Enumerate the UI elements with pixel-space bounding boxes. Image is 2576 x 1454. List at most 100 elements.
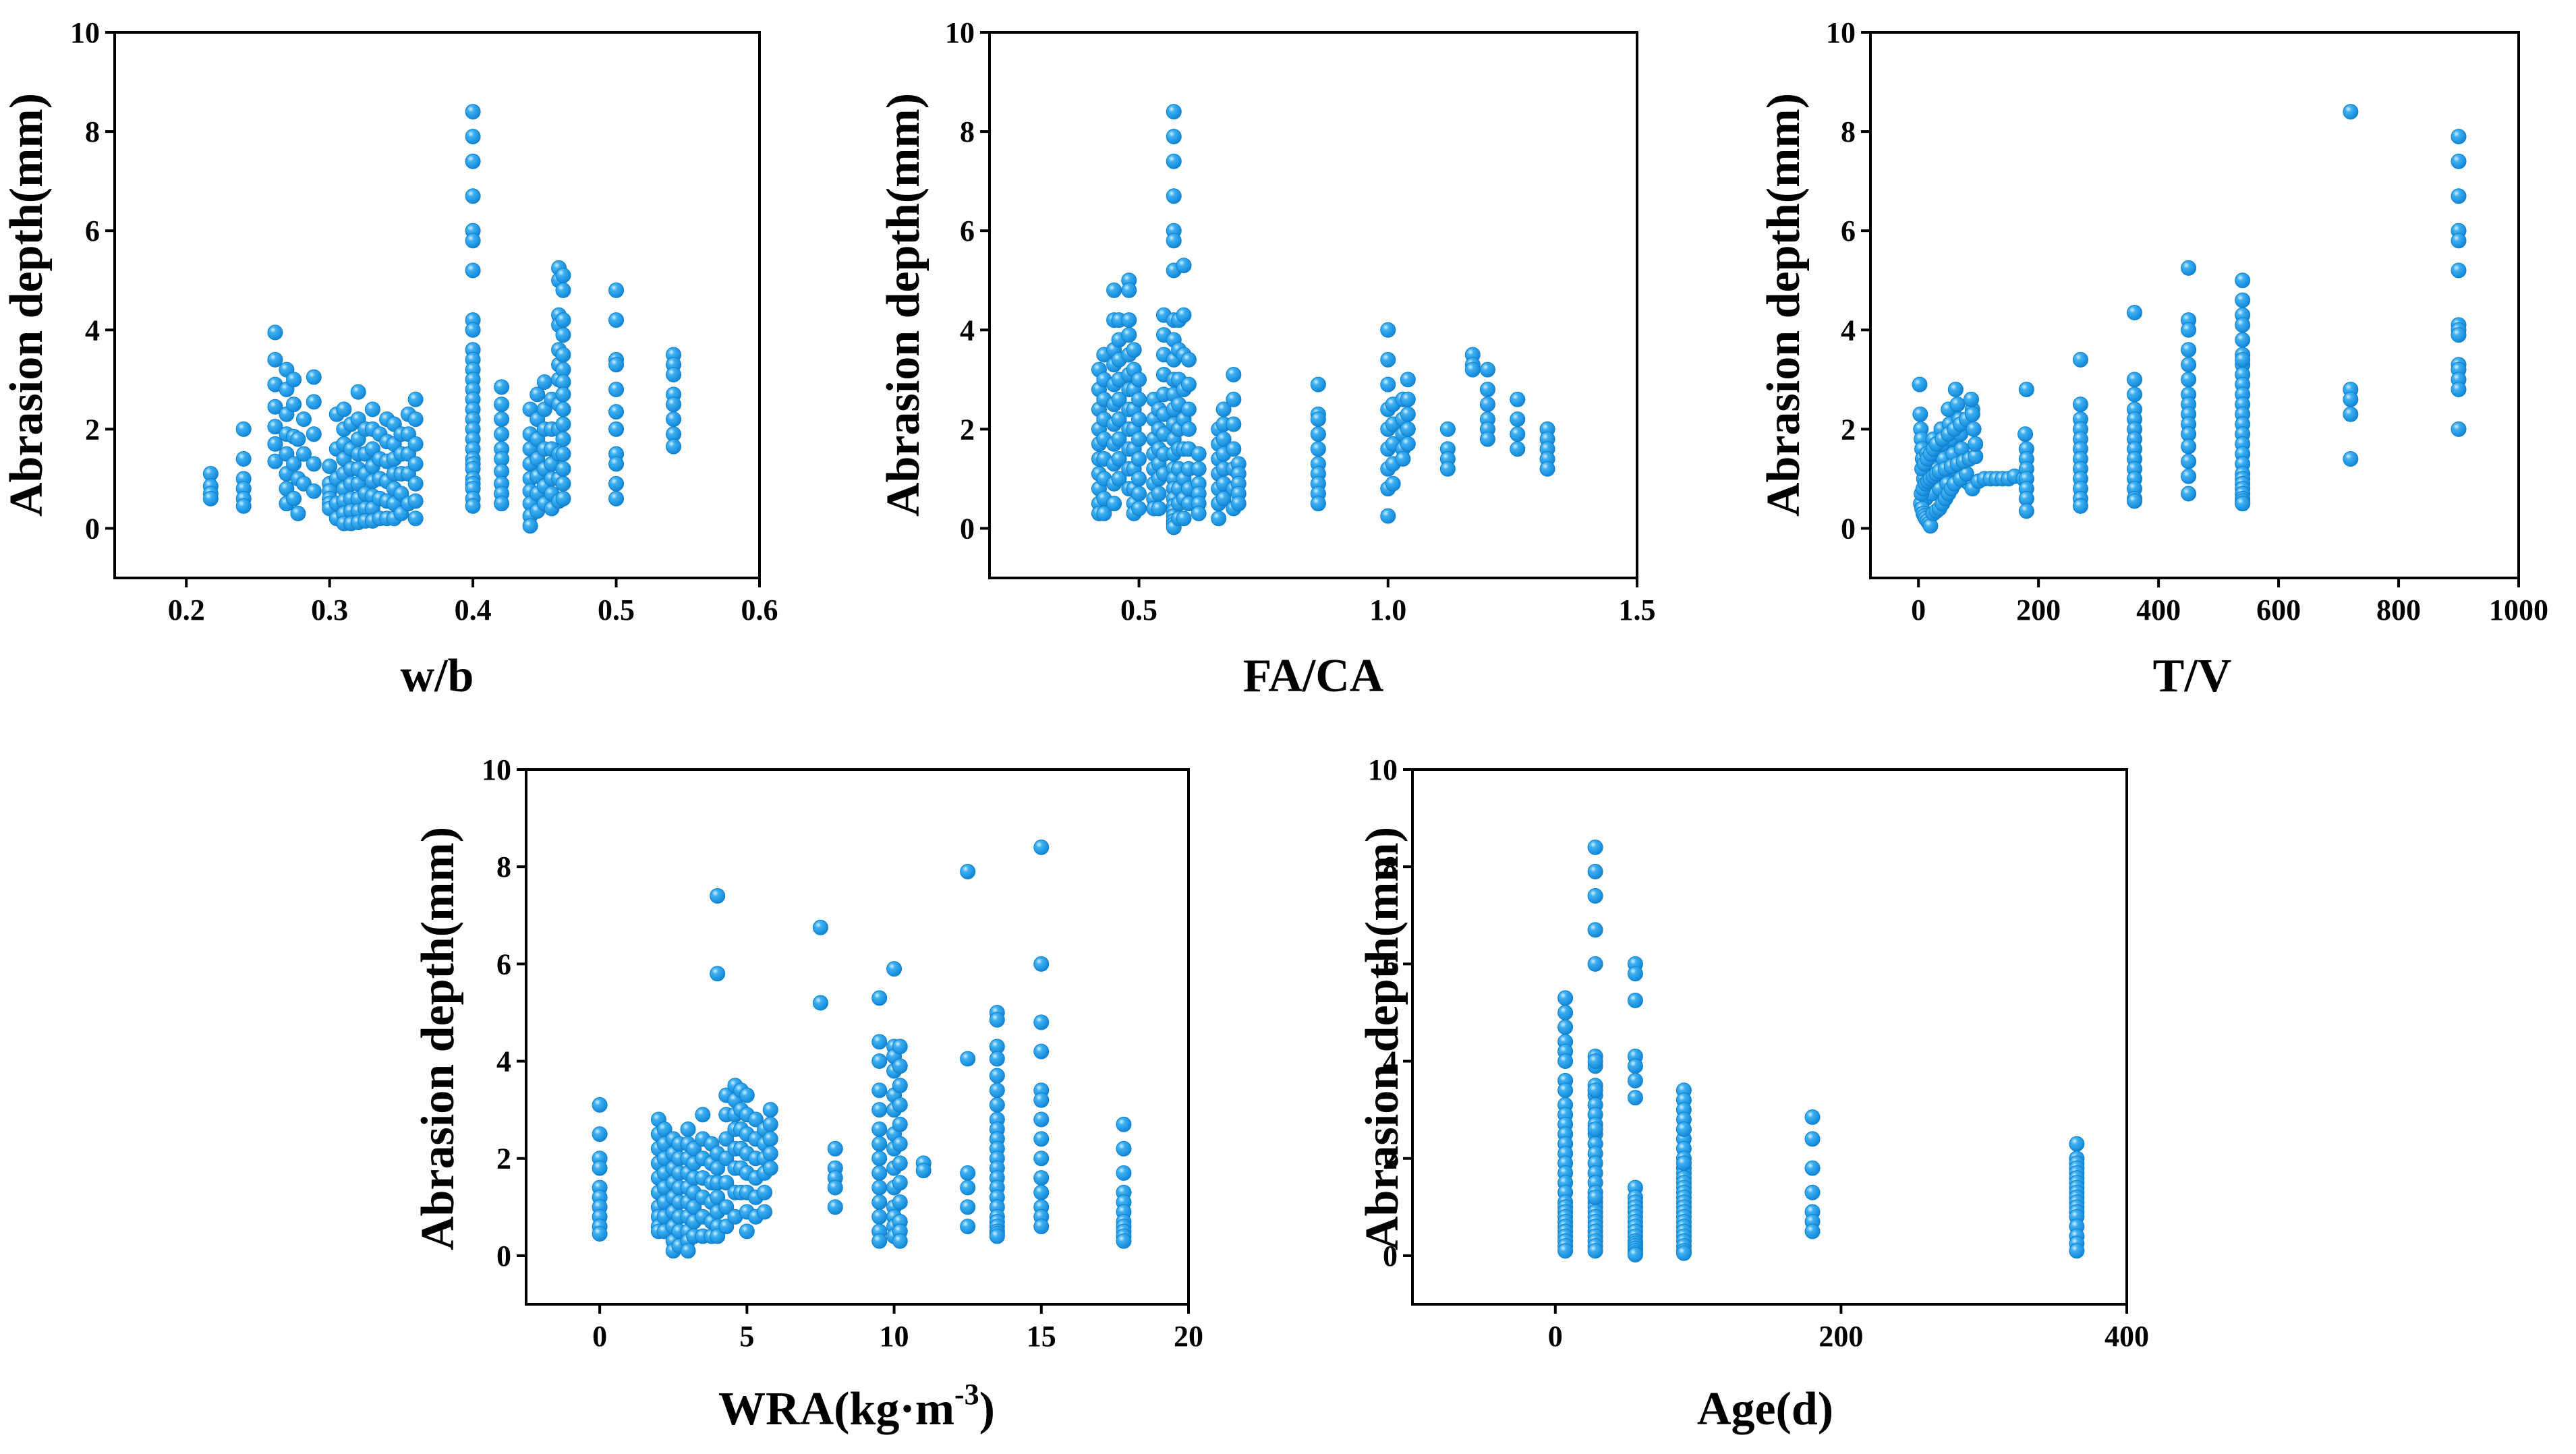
data-point <box>2235 332 2251 348</box>
plot-frame <box>988 31 1638 579</box>
y-tick-label: 8 <box>960 115 975 148</box>
data-point <box>1627 1072 1643 1088</box>
y-tick-label: 8 <box>85 115 100 148</box>
data-point <box>1166 153 1182 169</box>
data-point <box>1116 1116 1132 1132</box>
x-tick-label: 0.6 <box>741 593 778 627</box>
data-point <box>718 1219 735 1235</box>
data-point <box>1587 1189 1603 1205</box>
data-point <box>2235 292 2251 308</box>
data-point <box>1111 471 1127 487</box>
plot-frame <box>113 31 761 579</box>
data-point <box>407 456 424 472</box>
data-point <box>1131 450 1147 467</box>
y-tick-label: 2 <box>1383 1142 1398 1175</box>
data-point <box>2451 327 2467 343</box>
data-point <box>306 456 322 472</box>
data-point <box>608 421 625 437</box>
data-point <box>871 1136 888 1152</box>
data-point <box>666 397 682 413</box>
data-point <box>1439 421 1456 437</box>
data-point <box>2127 305 2143 321</box>
y-tick-label: 2 <box>85 413 100 446</box>
data-point <box>1180 401 1197 417</box>
data-point <box>1033 1131 1050 1147</box>
data-point <box>892 1078 908 1094</box>
data-point <box>1557 1053 1574 1070</box>
data-point <box>494 379 510 395</box>
data-points <box>202 104 682 534</box>
data-point <box>1539 461 1555 477</box>
data-point <box>989 1228 1005 1244</box>
data-point <box>762 1102 778 1118</box>
data-point <box>1400 436 1416 452</box>
data-point <box>522 518 538 534</box>
x-tick-label: 600 <box>2256 593 2301 627</box>
data-point <box>1033 1184 1050 1200</box>
data-point <box>1557 1019 1574 1035</box>
data-point <box>960 1199 976 1215</box>
data-point <box>1121 327 1137 343</box>
data-point <box>1310 441 1326 457</box>
data-point <box>267 419 283 435</box>
x-tick-label: 400 <box>2136 593 2181 627</box>
data-point <box>2451 188 2467 204</box>
data-point <box>915 1163 932 1179</box>
data-point <box>1627 1058 1643 1074</box>
data-point <box>739 1087 755 1103</box>
data-point <box>1587 839 1603 855</box>
data-point <box>1111 391 1127 407</box>
panel-wb: 0 2 4 6 8 10 0.2 0.3 0.4 0.5 0.6 Abrasion depth(m… <box>1 16 778 702</box>
data-point <box>2343 450 2359 467</box>
data-point <box>555 431 571 447</box>
data-point <box>1033 1014 1050 1030</box>
data-point <box>267 351 283 368</box>
data-points <box>1912 104 2467 534</box>
y-tick-label: 6 <box>85 214 100 248</box>
y-tick-label: 0 <box>85 512 100 545</box>
data-point <box>989 1051 1005 1067</box>
data-point <box>1587 1243 1603 1259</box>
data-point <box>2069 1136 2085 1152</box>
y-axis-label: Abrasion depth(mm) <box>1356 827 1408 1250</box>
data-point <box>960 1165 976 1181</box>
data-point <box>762 1146 778 1162</box>
data-point <box>747 1111 764 1128</box>
data-point <box>960 1180 976 1196</box>
data-point <box>2072 498 2088 514</box>
x-axis-label: w/b <box>401 650 474 702</box>
data-point <box>306 483 322 499</box>
data-point <box>871 1233 888 1249</box>
data-point <box>1111 411 1127 428</box>
data-point <box>2017 426 2034 442</box>
y-tick-label: 0 <box>960 512 975 545</box>
data-point <box>2069 1243 2085 1259</box>
x-axis: 0.5 1.0 1.5 <box>1120 578 1656 627</box>
data-point <box>267 436 283 452</box>
data-point <box>718 1131 735 1147</box>
data-point <box>1310 426 1326 442</box>
data-point <box>1966 421 1982 437</box>
data-point <box>407 411 424 428</box>
data-point <box>306 394 322 410</box>
data-point <box>710 888 726 904</box>
data-point <box>871 1180 888 1196</box>
data-point <box>555 401 571 417</box>
data-point <box>1230 496 1247 512</box>
data-point <box>608 382 625 398</box>
y-tick-label: 0 <box>1383 1240 1398 1273</box>
data-point <box>960 1219 976 1235</box>
data-point <box>1557 1243 1574 1259</box>
data-point <box>1116 1165 1132 1181</box>
data-point <box>1949 397 1966 413</box>
data-point <box>1033 956 1050 972</box>
data-point <box>1096 505 1112 521</box>
data-point <box>1380 508 1396 524</box>
data-point <box>1131 391 1147 407</box>
data-point <box>2127 386 2143 403</box>
data-points <box>1091 104 1555 535</box>
data-point <box>555 282 571 298</box>
x-tick-label: 0 <box>1548 1320 1563 1353</box>
data-point <box>1033 1092 1050 1108</box>
y-axis: 0 2 4 6 8 10 <box>1826 16 1870 545</box>
